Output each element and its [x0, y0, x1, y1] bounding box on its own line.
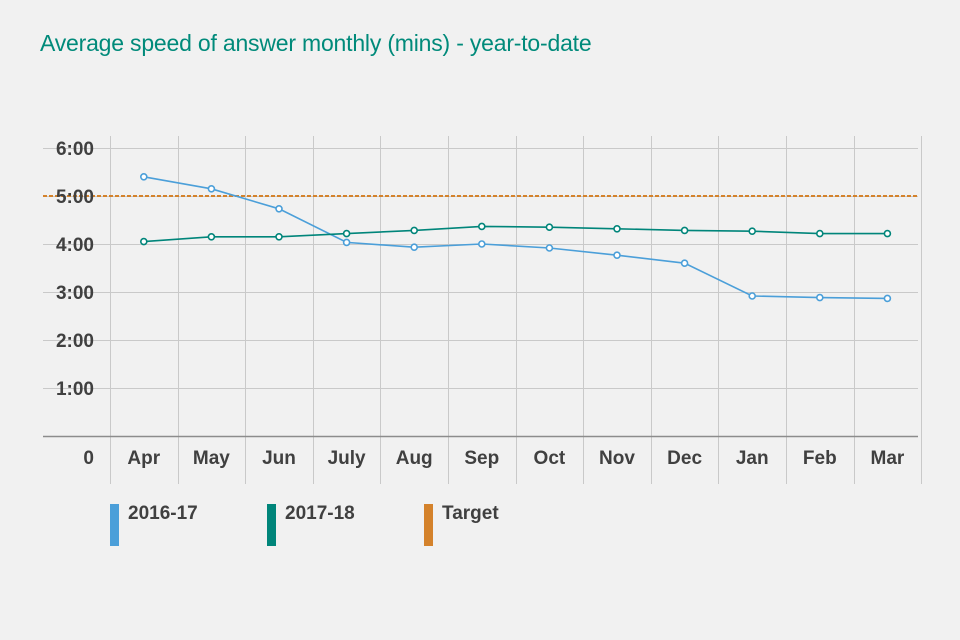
data-point-2016-17 [342, 238, 351, 247]
data-point-2017-18 [545, 223, 554, 231]
data-point-2017-18 [410, 226, 419, 235]
legend-label-2016-17: 2016-17 [128, 503, 198, 524]
x-tick-label: July [328, 448, 366, 469]
axis-labels: 0 1:00 2:00 3:00 4:00 5:00 6:00 Apr May Jun July Au… [56, 139, 905, 469]
data-point-2017-18 [140, 237, 148, 246]
data-point-2016-17 [275, 205, 283, 213]
data-point-2016-17 [883, 294, 892, 303]
y-tick-label: 0 [83, 448, 94, 469]
data-point-2016-17 [140, 173, 148, 181]
y-tick-label: 6:00 [56, 139, 94, 160]
series-line-2017-18 [143, 225, 888, 243]
legend-swatch-2017-18 [267, 504, 276, 546]
legend-swatch-target [424, 504, 433, 546]
x-tick-label: Apr [127, 448, 160, 469]
grid [43, 136, 922, 484]
legend-item-target: Target [424, 504, 499, 546]
x-tick-label: Sep [464, 448, 499, 469]
data-point-2017-18 [477, 222, 486, 231]
data-point-2016-17 [613, 251, 621, 259]
data-point-2016-17 [477, 240, 486, 248]
y-tick-label: 4:00 [56, 235, 94, 256]
y-tick-label: 1:00 [56, 379, 94, 400]
y-tick-label: 5:00 [56, 187, 94, 208]
x-tick-label: May [193, 448, 230, 469]
x-tick-label: Nov [599, 448, 635, 469]
data-point-2016-17 [815, 293, 824, 302]
series-group [140, 173, 892, 303]
data-point-2017-18 [748, 227, 757, 235]
x-tick-label: Jan [736, 448, 769, 469]
data-point-2016-17 [207, 185, 216, 193]
legend-label-target: Target [442, 503, 499, 524]
data-point-2016-17 [410, 243, 419, 251]
y-tick-label: 2:00 [56, 331, 94, 352]
data-point-2017-18 [680, 226, 689, 235]
legend-label-2017-18: 2017-18 [285, 503, 355, 524]
data-point-2017-18 [275, 233, 283, 241]
legend-item-2016-17: 2016-17 [110, 504, 198, 546]
x-tick-label: Aug [396, 448, 433, 469]
x-tick-label: Jun [262, 448, 296, 469]
legend-item-2017-18: 2017-18 [267, 504, 355, 546]
data-point-2017-18 [613, 225, 621, 233]
chart-title: Average speed of answer monthly (mins) -… [40, 30, 592, 56]
x-tick-label: Oct [534, 448, 566, 469]
data-point-2017-18 [815, 229, 824, 238]
data-point-2017-18 [342, 229, 351, 238]
data-point-2016-17 [680, 259, 689, 268]
series-line-2016-17 [143, 176, 888, 300]
data-point-2016-17 [545, 244, 554, 252]
x-tick-label: Feb [803, 448, 837, 469]
data-point-2017-18 [207, 233, 216, 241]
legend-swatch-2016-17 [110, 504, 119, 546]
data-point-2016-17 [748, 292, 757, 300]
x-tick-label: Dec [667, 448, 702, 469]
data-point-2017-18 [883, 229, 892, 238]
x-tick-label: Mar [871, 448, 905, 469]
y-tick-label: 3:00 [56, 283, 94, 304]
